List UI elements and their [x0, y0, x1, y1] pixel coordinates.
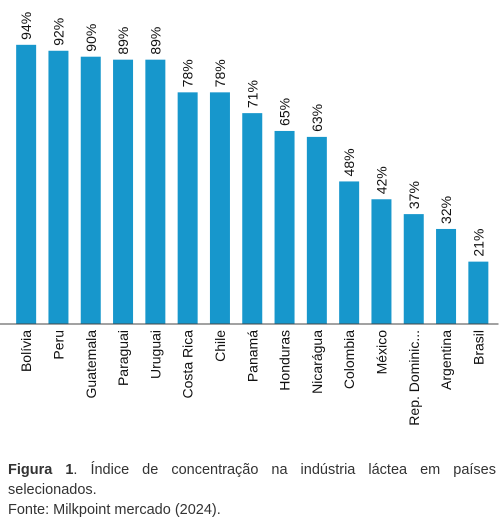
figure-caption: Figura 1. Índice de concentração na indú…: [8, 460, 496, 520]
category-label-12: México: [373, 330, 389, 375]
value-label-6: 78%: [180, 59, 196, 87]
figure-label: Figura 1: [8, 462, 74, 478]
category-label-13: Rep. Dominic...: [406, 330, 422, 426]
bar-chart: 94% 92% 90% 89% 89% 78% 78% 71% 65% 63% 48% 42% 37% 3…: [0, 12, 499, 426]
figure-caption-text: . Índice de concentração na indústria lá…: [8, 462, 496, 498]
value-label-8: 71%: [244, 80, 260, 108]
category-label-8: Panamá: [244, 330, 260, 382]
category-label-4: Paraguai: [115, 330, 131, 386]
value-label-5: 89%: [147, 27, 163, 55]
value-label-10: 63%: [309, 104, 325, 132]
value-label-9: 65%: [277, 98, 293, 126]
bar-9: [274, 130, 295, 324]
value-label-15: 21%: [470, 229, 486, 257]
figure-source: Fonte: Milkpoint mercado (2024).: [8, 502, 221, 518]
category-label-10: Nicarágua: [309, 330, 325, 394]
category-label-1: Bolívia: [18, 330, 34, 372]
value-label-11: 48%: [341, 148, 357, 176]
bar-13: [403, 214, 424, 324]
category-label-11: Colombia: [341, 330, 357, 389]
bar-14: [436, 228, 457, 324]
bar-1: [16, 44, 37, 324]
bars-group: [16, 44, 489, 325]
value-label-7: 78%: [212, 59, 228, 87]
bar-2: [48, 50, 69, 324]
bar-4: [113, 59, 134, 325]
bar-15: [468, 261, 489, 324]
value-label-2: 92%: [50, 18, 66, 46]
value-label-12: 42%: [373, 166, 389, 194]
value-labels-group: 94% 92% 90% 89% 89% 78% 78% 71% 65% 63% 48% 42% 37% 3…: [18, 12, 486, 257]
value-label-1: 94%: [18, 12, 34, 40]
bar-3: [80, 56, 101, 324]
value-label-14: 32%: [438, 196, 454, 224]
value-label-13: 37%: [406, 181, 422, 209]
category-label-2: Peru: [50, 330, 66, 360]
category-label-3: Guatemala: [83, 330, 99, 399]
category-label-15: Brasil: [470, 330, 486, 365]
bar-6: [177, 92, 198, 324]
bar-10: [306, 136, 327, 324]
category-label-9: Honduras: [277, 330, 293, 391]
bar-12: [371, 199, 392, 324]
category-label-6: Costa Rica: [180, 330, 196, 399]
value-label-4: 89%: [115, 27, 131, 55]
bar-8: [242, 113, 263, 324]
category-label-5: Uruguai: [147, 330, 163, 379]
bar-5: [145, 59, 166, 325]
category-label-14: Argentina: [438, 330, 454, 390]
category-labels-group: Bolívia Peru Guatemala Paraguai Uruguai Costa…: [18, 330, 486, 426]
value-label-3: 90%: [83, 24, 99, 52]
bar-11: [339, 181, 360, 324]
category-label-7: Chile: [212, 330, 228, 362]
bar-7: [209, 92, 230, 324]
